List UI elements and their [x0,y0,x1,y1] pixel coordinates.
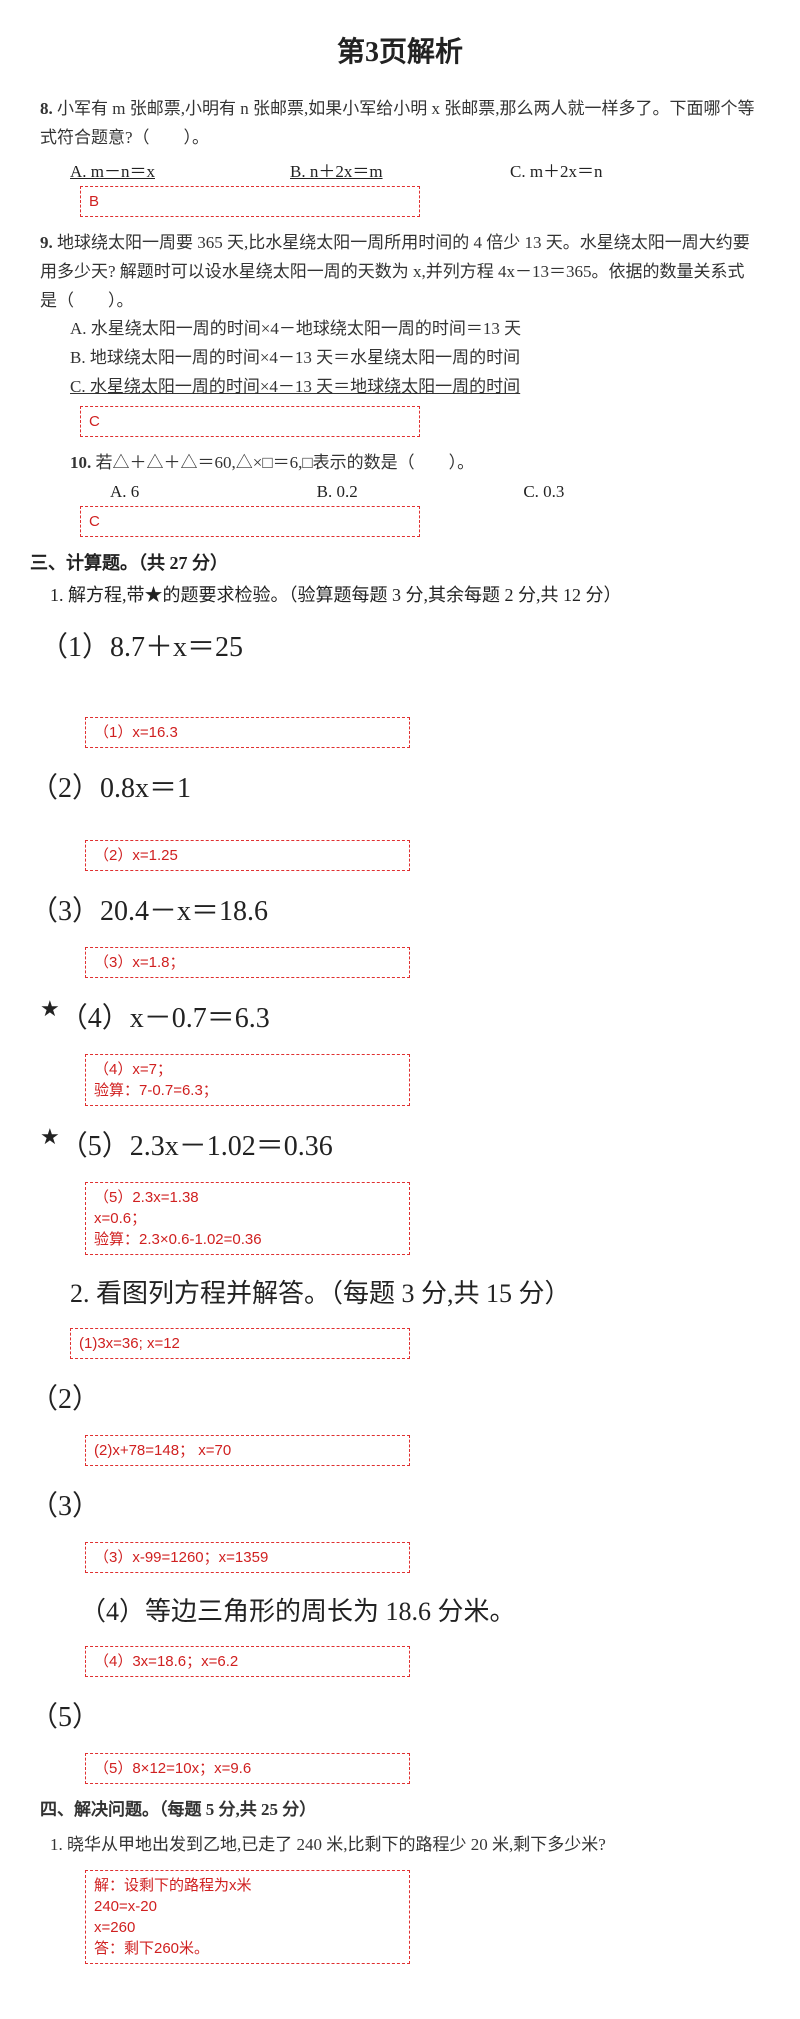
q9-option-b: B. 地球绕太阳一周的时间×4－13 天＝水星绕太阳一周的时间 [30,344,770,373]
q9-option-c: C. 水星绕太阳一周的时间×4－13 天＝地球绕太阳一周的时间 [30,373,530,402]
q10-option-a: A. 6 [110,482,317,502]
eq-3: （3）20.4－x＝18.6 [30,889,770,929]
section-4-q1: 1. 晓华从甲地出发到乙地,已走了 240 米,比剩下的路程少 20 米,剩下多… [30,1831,770,1860]
eq-1-answer: （1）x=16.3 [85,717,410,748]
q8-option-a: A. m－n＝x [70,157,290,182]
eq-4: ★（4）x－0.7＝6.3 [40,996,770,1036]
question-9: 9. 地球绕太阳一周要 365 天,比水星绕太阳一周所用时间的 4 倍少 13 … [30,229,770,437]
sub2-a1: (1)3x=36; x=12 [70,1328,410,1359]
question-8: 8. 小军有 m 张邮票,小明有 n 张邮票,如果小军给小明 x 张邮票,那么两… [30,95,770,217]
section-3-head: 三、计算题。（共 27 分） [30,549,770,575]
q9-answer: C [80,406,420,437]
eq-2-answer: （2）x=1.25 [85,840,410,871]
page-title: 第3页解析 [30,30,770,70]
q10-option-b: B. 0.2 [317,482,524,502]
section-3-sub2: 2. 看图列方程并解答。（每题 3 分,共 15 分） [70,1273,770,1310]
sub2-l2: （2） [30,1377,770,1417]
q9-num: 9. [40,233,53,252]
q8-text: 小军有 m 张邮票,小明有 n 张邮票,如果小军给小明 x 张邮票,那么两人就一… [40,99,754,147]
question-10: 10. 若△＋△＋△＝60,△×□＝6,□表示的数是（ ）。 A. 6 B. 0… [30,449,770,537]
star-icon: ★ [40,1124,60,1149]
q9-option-a: A. 水星绕太阳一周的时间×4－地球绕太阳一周的时间＝13 天 [30,315,770,344]
eq-4-answer: （4）x=7； 验算：7-0.7=6.3； [85,1054,410,1106]
eq-5-answer: （5）2.3x=1.38 x=0.6； 验算：2.3×0.6-1.02=0.36 [85,1182,410,1255]
q8-option-b: B. n＋2x＝m [290,157,510,182]
section-3-sub1: 1. 解方程,带★的题要求检验。（验算题每题 3 分,其余每题 2 分,共 12… [50,581,770,607]
sub2-a2: (2)x+78=148； x=70 [85,1435,410,1466]
q10-text: 若△＋△＋△＝60,△×□＝6,□表示的数是（ ）。 [96,453,475,472]
sub2-l3: （3） [30,1484,770,1524]
star-icon: ★ [40,996,60,1021]
eq-3-answer: （3）x=1.8； [85,947,410,978]
q8-answer: B [80,186,420,217]
q8-num: 8. [40,99,53,118]
q8-option-c: C. m＋2x＝n [510,157,730,182]
q10-num: 10. [70,453,91,472]
q10-answer: C [80,506,420,537]
eq-2: （2）0.8x＝1 [30,766,770,806]
q10-option-c: C. 0.3 [523,482,730,502]
sub2-l5: （5） [30,1695,770,1735]
section-4-a1: 解：设剩下的路程为x米 240=x-20 x=260 答：剩下260米。 [85,1870,410,1964]
q9-text: 地球绕太阳一周要 365 天,比水星绕太阳一周所用时间的 4 倍少 13 天。水… [40,233,750,310]
eq-1: （1）8.7＋x＝25 [40,625,770,665]
sub2-a4: （4）3x=18.6；x=6.2 [85,1646,410,1677]
sub2-l4: （4）等边三角形的周长为 18.6 分米。 [80,1591,770,1628]
section-4-head: 四、解决问题。（每题 5 分,共 25 分） [30,1796,770,1825]
eq-5: ★（5）2.3x－1.02＝0.36 [40,1124,770,1164]
sub2-a5: （5）8×12=10x；x=9.6 [85,1753,410,1784]
sub2-a3: （3）x-99=1260；x=1359 [85,1542,410,1573]
